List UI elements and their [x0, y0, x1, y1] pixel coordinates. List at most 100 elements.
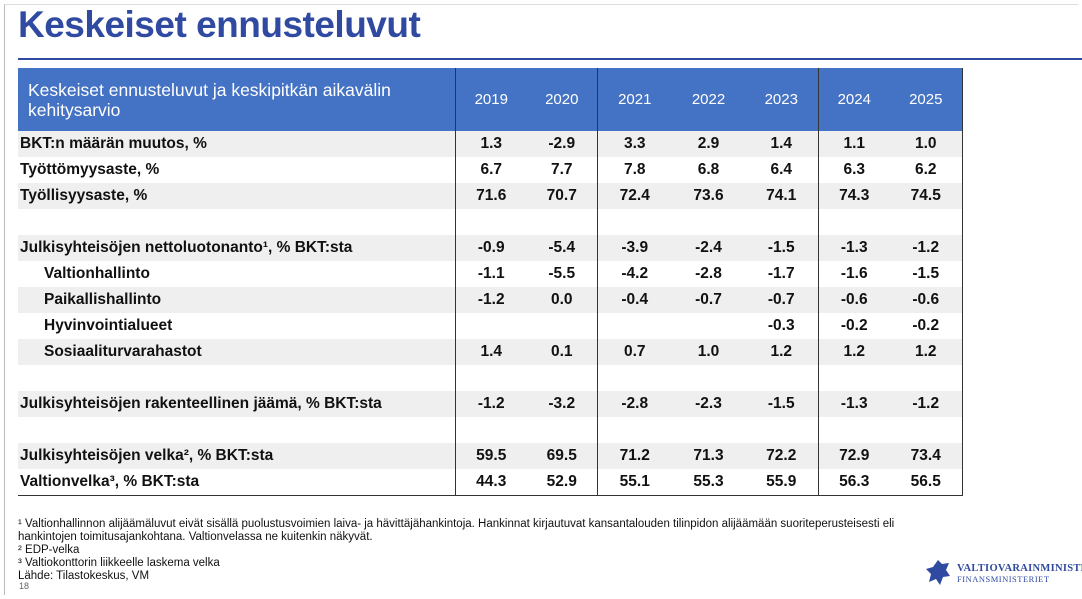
spacer-cell — [890, 417, 963, 443]
spacer-row — [18, 209, 963, 235]
value-cell: 73.4 — [890, 443, 963, 469]
spacer-cell — [454, 417, 527, 443]
data-row: Paikallishallinto -1.2 0.0 -0.4 -0.7 -0.7 -0.6… — [18, 287, 963, 313]
value-cell: 72.9 — [817, 443, 890, 469]
data-row: Työttömyysaste, % 6.7 7.7 7.8 6.8 6.4 6.3 6.2 — [18, 157, 963, 183]
spacer-cell — [745, 417, 818, 443]
value-cell: 1.1 — [817, 131, 890, 157]
value-cell: 1.4 — [745, 131, 818, 157]
value-cell — [672, 313, 745, 339]
value-cell: 0.0 — [527, 287, 597, 313]
value-cell: 1.3 — [454, 131, 527, 157]
value-cell: 74.3 — [817, 183, 890, 209]
year-header: 2019 — [454, 68, 527, 131]
row-label: Julkisyhteisöjen velka², % BKT:sta — [18, 443, 455, 469]
value-cell: -1.2 — [454, 391, 527, 417]
data-row: Sosiaaliturvarahastot 1.4 0.1 0.7 1.0 1.2 1.2 1… — [18, 339, 963, 365]
value-cell: 59.5 — [454, 443, 527, 469]
logo-text: VALTIOVARAINMINISTERIÖ FINANSMINISTERIET — [957, 563, 1082, 584]
value-cell: -1.2 — [890, 391, 963, 417]
value-cell: 6.4 — [770, 161, 793, 178]
value-cell: 1.4 — [454, 339, 527, 365]
value-cell: 1.2 — [745, 339, 818, 365]
spacer-cell — [745, 209, 818, 235]
value-cell: 6.3 — [817, 157, 890, 183]
value-cell: 1.2 — [817, 339, 890, 365]
value-cell: 6.8 — [697, 161, 720, 178]
value-cell: 56.5 — [890, 469, 963, 496]
value-cell: -2.9 — [527, 131, 597, 157]
row-label: Sosiaaliturvarahastot — [18, 339, 455, 365]
data-row: BKT:n määrän muutos, % 1.3 -2.9 3.3 2.9 1.4 1.… — [18, 131, 963, 157]
forecast-table: Keskeiset ennusteluvut ja keskipitkän ai… — [18, 68, 963, 496]
year-header: 2020 — [527, 68, 597, 131]
data-row: Työllisyysaste, % 71.6 70.7 72.4 73.6 74.1 74.… — [18, 183, 963, 209]
value-cell: -1.5 — [745, 391, 818, 417]
value-cell: -1.2 — [890, 235, 963, 261]
value-cell: -0.2 — [890, 313, 963, 339]
value-cell: 55.9 — [745, 469, 818, 496]
spacer-cell — [890, 365, 963, 391]
spacer-cell — [817, 209, 890, 235]
spacer-row — [18, 365, 963, 391]
row-label: Työllisyysaste, % — [18, 183, 455, 209]
value-cell: 44.3 — [454, 469, 527, 496]
row-label: Työttömyysaste, % — [20, 161, 160, 178]
row-label: Hyvinvointialueet — [44, 317, 173, 334]
value-cell: 74.5 — [890, 183, 963, 209]
spacer-cell — [672, 209, 745, 235]
data-row: Valtionhallinto -1.1 -5.5 -4.2 -2.8 -1.7 -1.6-… — [18, 261, 963, 287]
value-cell: 55.1 — [596, 469, 672, 496]
year-header: 2024 — [817, 68, 890, 131]
value-cell: 6.7 — [454, 157, 527, 183]
value-cell: 6.2 — [890, 157, 963, 183]
table-caption: Keskeiset ennusteluvut ja keskipitkän ai… — [18, 68, 455, 131]
slide-title: Keskeiset ennusteluvut — [18, 4, 421, 45]
spacer-cell — [745, 365, 818, 391]
spacer-cell — [454, 365, 527, 391]
footnote: Lähde: Tilastokeskus, VM — [18, 570, 150, 582]
value-cell: -0.7 — [745, 287, 818, 313]
value-cell — [596, 313, 672, 339]
logo-line: VALTIOVARAINMINISTERIÖ — [957, 562, 1082, 574]
table-body: BKT:n määrän muutos, % 1.3 -2.9 3.3 2.9 1.4 1.… — [18, 131, 963, 496]
value-cell: -3.2 — [527, 391, 597, 417]
value-cell: -3.9 — [596, 235, 672, 261]
data-row: Valtionvelka³, % BKT:sta 44.3 52.9 55.1 55.3… — [18, 469, 963, 496]
spacer-cell — [527, 365, 597, 391]
value-cell: -0.6 — [890, 287, 963, 313]
title-rule — [18, 58, 1082, 60]
value-cell: 52.9 — [527, 469, 597, 496]
value-cell — [454, 313, 527, 339]
row-label: Julkisyhteisöjen nettoluotonanto¹, % BKT… — [18, 235, 455, 261]
value-cell: 56.3 — [817, 469, 890, 496]
spacer-cell — [890, 209, 963, 235]
footnote: ¹ Valtionhallinnon alijäämäluvut eivät s… — [18, 518, 895, 543]
row-label: BKT:n määrän muutos, % — [18, 131, 455, 157]
value-cell: -0.2 — [817, 313, 890, 339]
spacer-cell — [454, 209, 527, 235]
value-cell: 73.6 — [672, 183, 745, 209]
row-label: Valtionvelka³, % BKT:sta — [18, 469, 455, 496]
value-cell — [527, 313, 597, 339]
header-row: Keskeiset ennusteluvut ja keskipitkän ai… — [18, 68, 963, 131]
spacer-cell — [527, 417, 597, 443]
spacer-cell — [596, 209, 672, 235]
spacer-cell — [18, 365, 455, 391]
value-cell: -1.2 — [454, 287, 527, 313]
data-row: Julkisyhteisöjen nettoluotonanto¹, % BKT… — [18, 235, 963, 261]
value-cell: -0.9 — [454, 235, 527, 261]
spacer-cell — [527, 209, 597, 235]
year-header: 2021 — [596, 68, 672, 131]
value-cell: -1.7 — [767, 265, 795, 282]
value-cell: -1.5 — [890, 261, 963, 287]
value-cell: 71.6 — [454, 183, 527, 209]
spacer-cell — [817, 417, 890, 443]
spacer-cell — [18, 417, 455, 443]
value-cell: -1.5 — [745, 235, 818, 261]
footnote: ³ Valtiokonttorin liikkeelle laskema vel… — [18, 557, 220, 569]
spacer-cell — [596, 417, 672, 443]
value-cell: 7.8 — [596, 157, 672, 183]
value-cell: 71.2 — [596, 443, 672, 469]
value-cell: 1.0 — [890, 131, 963, 157]
